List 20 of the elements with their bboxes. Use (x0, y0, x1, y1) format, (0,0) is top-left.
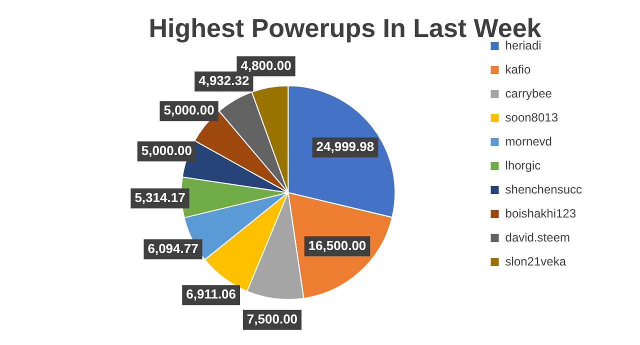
data-label: 5,000.00 (141, 142, 192, 158)
legend-label: carrybee (505, 86, 552, 100)
data-label: 5,000.00 (164, 102, 214, 118)
legend-label: lhorgic (505, 158, 541, 172)
legend-label: mornevd (505, 134, 552, 148)
data-label: 5,314.17 (134, 190, 186, 205)
data-label: 7,500.00 (246, 311, 298, 326)
legend-label: david.steem (505, 230, 570, 244)
legend-label: shenchensucc (505, 182, 582, 196)
data-label: 4,932.32 (198, 73, 250, 88)
legend-label: soon8013 (505, 110, 558, 124)
data-label: 24,999.98 (316, 139, 374, 154)
data-label: 6,911.06 (186, 286, 236, 302)
data-label: 4,800.00 (240, 58, 292, 73)
legend-label: kafio (505, 62, 531, 76)
data-label: 16,500.00 (308, 238, 366, 253)
legend-label: heriadi (505, 38, 542, 52)
data-label: 6,094.77 (148, 240, 198, 256)
legend-label: boishakhi123 (505, 206, 576, 220)
legend-label: slon21veka (505, 254, 566, 268)
